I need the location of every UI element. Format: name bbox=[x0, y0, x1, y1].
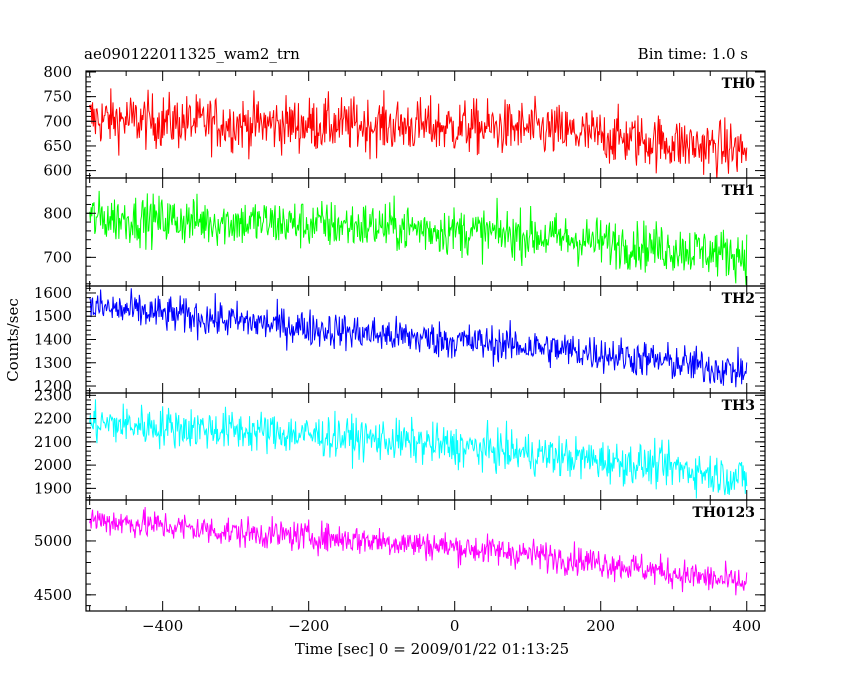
panel-label: TH2 bbox=[722, 291, 755, 307]
x-tick-label: 0 bbox=[450, 617, 460, 635]
panels-layer: 600650700750800TH0700800TH11200130014001… bbox=[34, 63, 766, 635]
y-tick-label: 600 bbox=[43, 162, 72, 180]
panel-th2: 1200 1300 1400 1500 1600 TH2 bbox=[34, 284, 766, 395]
series-line-th3 bbox=[89, 399, 748, 499]
panel-label: TH3 bbox=[722, 398, 755, 414]
chart-title-right: Bin time: 1.0 s bbox=[638, 45, 748, 63]
series-line-th0 bbox=[89, 88, 748, 178]
y-tick-label: 1400 bbox=[34, 331, 72, 349]
panel-frame-th3 bbox=[85, 392, 766, 501]
panel-label: TH0123 bbox=[692, 505, 755, 521]
y-tick-label: 800 bbox=[43, 204, 72, 222]
x-axis-label: Time [sec] 0 = 2009/01/22 01:13:25 bbox=[295, 640, 569, 658]
y-tick-label: 750 bbox=[43, 88, 72, 106]
x-tick-label: −200 bbox=[288, 617, 329, 635]
y-tick-label: 700 bbox=[43, 248, 72, 266]
series-line-th2 bbox=[89, 288, 748, 388]
x-tick-label: 400 bbox=[732, 617, 761, 635]
y-tick-label: 2200 bbox=[34, 410, 72, 428]
chart-title-left: ae090122011325_wam2_trn bbox=[84, 45, 300, 63]
series-line-th1 bbox=[89, 190, 748, 286]
y-tick-label: 650 bbox=[43, 137, 72, 155]
y-tick-label: 1900 bbox=[34, 479, 72, 497]
y-tick-label: 2100 bbox=[34, 433, 72, 451]
series-line-th0123 bbox=[89, 506, 748, 596]
panel-label: TH1 bbox=[722, 183, 755, 199]
panel-th1: 700 800 TH1 bbox=[43, 177, 766, 287]
panel-th0123: 4500 5000 TH0123 bbox=[34, 499, 766, 612]
y-tick-label: 1600 bbox=[34, 284, 72, 302]
y-tick-label: 1200 bbox=[34, 377, 72, 395]
y-axis-label: Counts/sec bbox=[4, 298, 22, 382]
y-tick-label: 700 bbox=[43, 112, 72, 130]
y-tick-label: 2300 bbox=[34, 386, 72, 404]
y-tick-label: 5000 bbox=[34, 532, 72, 550]
panel-label: TH0 bbox=[722, 76, 756, 92]
panel-frame-th2 bbox=[85, 285, 766, 394]
panel-frame-th0123 bbox=[85, 499, 766, 612]
x-tick-label: 200 bbox=[586, 617, 615, 635]
panel-th0: 600 650 700 750 800 TH0 bbox=[43, 63, 766, 180]
y-tick-label: 1300 bbox=[34, 354, 72, 372]
x-tick-label: −400 bbox=[142, 617, 183, 635]
y-tick-label: 2000 bbox=[34, 456, 72, 474]
y-tick-label: 1500 bbox=[34, 307, 72, 325]
panel-th3: 1900 2000 2100 2200 2300 TH3 bbox=[34, 386, 766, 501]
y-tick-label: 4500 bbox=[34, 586, 72, 604]
y-tick-label: 800 bbox=[43, 63, 72, 81]
